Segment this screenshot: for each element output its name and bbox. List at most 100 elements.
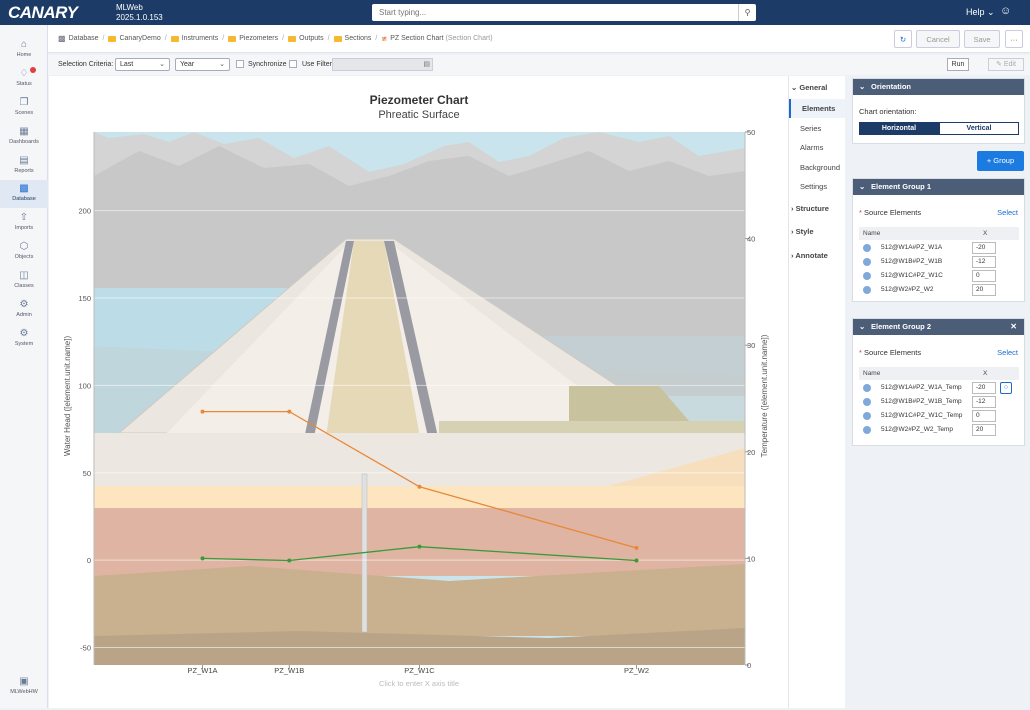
table-row[interactable]: 512@W1C#PZ_W1C 0 bbox=[859, 269, 1019, 283]
search-input[interactable] bbox=[372, 5, 738, 20]
table-row[interactable]: 512@W1B#PZ_W1B -12 bbox=[859, 255, 1019, 269]
x-input[interactable]: -12 bbox=[972, 256, 996, 268]
x-input[interactable]: -20 bbox=[972, 382, 996, 394]
chevron-down-icon: ⌄ bbox=[859, 82, 866, 91]
table-header: Name X bbox=[859, 227, 1019, 240]
folder-icon bbox=[170, 35, 179, 42]
select-link[interactable]: Select bbox=[997, 208, 1018, 217]
table-row[interactable]: 512@W2#PZ_W2_Temp 20 bbox=[859, 423, 1019, 437]
tab-elements[interactable]: Elements bbox=[789, 99, 846, 118]
folder-icon bbox=[108, 35, 117, 42]
element-group-1-header[interactable]: ⌄ Element Group 1 bbox=[853, 179, 1024, 195]
tab-general[interactable]: ⌄ General bbox=[789, 78, 846, 97]
sidebar-item-reports[interactable]: ▤ Reports bbox=[0, 152, 48, 180]
add-group-button[interactable]: + Group bbox=[977, 151, 1024, 171]
sidebar-item-objects[interactable]: ⬡ Objects bbox=[0, 238, 48, 266]
row-action-icon[interactable]: ○ bbox=[1000, 382, 1012, 394]
edit-button[interactable]: ✎ Edit bbox=[988, 58, 1024, 71]
sidebar-item-status[interactable]: ♢ Status bbox=[0, 65, 48, 93]
breadcrumb: ▩ Database / CanaryDemo / Instruments / Piez… bbox=[48, 25, 1030, 53]
folder-icon bbox=[228, 35, 237, 42]
sidebar-item-classes[interactable]: ◫ Classes bbox=[0, 267, 48, 295]
breadcrumb-instruments[interactable]: Instruments bbox=[170, 35, 218, 42]
orientation-card: ⌄ Orientation Chart orientation: Horizont… bbox=[852, 78, 1025, 144]
tab-alarms[interactable]: Alarms bbox=[800, 143, 824, 152]
select-link[interactable]: Select bbox=[997, 348, 1018, 357]
x-input[interactable]: -20 bbox=[972, 242, 996, 254]
help-menu[interactable]: Help ⌄ bbox=[966, 7, 995, 18]
sidebar-item-dashboards[interactable]: ▦ Dashboards bbox=[0, 123, 48, 151]
table-row[interactable]: 512@W1A#PZ_W1A_Temp -20 ○ bbox=[859, 381, 1019, 395]
tab-structure[interactable]: › Structure bbox=[789, 199, 846, 218]
tab-label: Style bbox=[795, 227, 814, 236]
sidebar-item-home[interactable]: ⌂ Home bbox=[0, 36, 48, 64]
settings-tabs: ⌄ General Elements Series Alarms Backgro… bbox=[788, 76, 846, 708]
sidebar-item-system[interactable]: ⚙ System bbox=[0, 325, 48, 353]
breadcrumb-piezometers[interactable]: Piezometers bbox=[228, 35, 278, 42]
x-input[interactable]: 0 bbox=[972, 410, 996, 422]
breadcrumb-outputs[interactable]: Outputs bbox=[288, 35, 324, 42]
criteria-period-select[interactable]: Year ⌄ bbox=[175, 58, 230, 71]
user-icon[interactable]: ☺ bbox=[1000, 5, 1012, 17]
card-title: Element Group 1 bbox=[871, 182, 932, 191]
table-row[interactable]: 512@W2#PZ_W2 20 bbox=[859, 283, 1019, 297]
tab-background[interactable]: Background bbox=[800, 163, 841, 172]
x-input[interactable]: 0 bbox=[972, 270, 996, 282]
y-axis-ticks: -50 0 50 100 150 200 bbox=[78, 207, 91, 653]
breadcrumb-label: CanaryDemo bbox=[119, 35, 161, 42]
filter-input[interactable]: ▤ bbox=[332, 58, 433, 71]
chart-icon: ≇ bbox=[381, 35, 388, 43]
y-axis-label[interactable]: Water Head ([element.unit.name]) bbox=[63, 336, 72, 457]
y2-tick-label: 0 bbox=[747, 661, 751, 670]
chevron-down-icon: ⌄ bbox=[859, 322, 866, 331]
element-group-2-header[interactable]: ⌄ Element Group 2 ✕ bbox=[853, 319, 1024, 335]
criteria-mode-select[interactable]: Last ⌄ bbox=[115, 58, 170, 71]
tab-series[interactable]: Series bbox=[800, 124, 822, 133]
chart-series bbox=[200, 409, 639, 563]
tab-settings[interactable]: Settings bbox=[800, 182, 828, 191]
gear-icon: ⚙ bbox=[19, 328, 29, 339]
use-filter-checkbox[interactable] bbox=[289, 60, 297, 68]
sidebar-item-database[interactable]: ▩ Database bbox=[0, 180, 48, 208]
save-button[interactable]: Save bbox=[964, 30, 1000, 48]
refresh-button[interactable]: ↻ bbox=[894, 30, 912, 48]
search-icon[interactable]: ⚲ bbox=[738, 4, 756, 21]
orientation-header[interactable]: ⌄ Orientation bbox=[853, 79, 1024, 95]
synchronize-checkbox[interactable] bbox=[236, 60, 244, 68]
sidebar-item-admin[interactable]: ⚙ Admin bbox=[0, 296, 48, 324]
run-button[interactable]: Run bbox=[947, 58, 969, 71]
tab-style[interactable]: › Style bbox=[789, 222, 846, 241]
table-row[interactable]: 512@W1B#PZ_W1B_Temp -12 bbox=[859, 395, 1019, 409]
sidebar-item-scenes[interactable]: ❐ Scenes bbox=[0, 94, 48, 122]
orientation-vertical-button[interactable]: Vertical bbox=[939, 122, 1019, 135]
x-input[interactable]: 20 bbox=[972, 424, 996, 436]
tab-annotate[interactable]: › Annotate bbox=[789, 246, 846, 265]
sidebar-item-imports[interactable]: ⇧ Imports bbox=[0, 209, 48, 237]
breadcrumb-pz-section-chart[interactable]: ≇ PZ Section Chart (Section Chart) bbox=[381, 35, 492, 43]
sidebar-item-label: Status bbox=[16, 81, 32, 87]
help-label: Help bbox=[966, 7, 985, 17]
table-row[interactable]: 512@W1A#PZ_W1A -20 bbox=[859, 241, 1019, 255]
orientation-horizontal-button[interactable]: Horizontal bbox=[859, 122, 939, 135]
breadcrumb-canarydemo[interactable]: CanaryDemo bbox=[108, 35, 161, 42]
app-logo[interactable]: CANARY bbox=[8, 3, 78, 22]
more-button[interactable]: ··· bbox=[1005, 30, 1023, 48]
series-2-point bbox=[287, 558, 292, 563]
upload-icon: ⇧ bbox=[19, 212, 29, 223]
x-input[interactable]: -12 bbox=[972, 396, 996, 408]
sidebar-footer-node[interactable]: ▣ MLWebHW bbox=[0, 673, 48, 701]
table-row[interactable]: 512@W1C#PZ_W1C_Temp 0 bbox=[859, 409, 1019, 423]
breadcrumb-sections[interactable]: Sections bbox=[333, 35, 371, 42]
y2-tick-label: 10 bbox=[747, 554, 755, 563]
element-icon bbox=[863, 272, 871, 280]
close-icon[interactable]: ✕ bbox=[1010, 322, 1017, 331]
cancel-button[interactable]: Cancel bbox=[916, 30, 960, 48]
app-name: MLWeb bbox=[116, 3, 143, 12]
chevron-down-icon: ⌄ bbox=[987, 7, 995, 17]
cube-icon: ⬡ bbox=[19, 241, 29, 252]
y2-axis-label[interactable]: Temperature ([element.unit.name]) bbox=[760, 334, 769, 457]
breadcrumb-database[interactable]: ▩ Database bbox=[58, 34, 99, 43]
sidebar-item-label: Scenes bbox=[14, 110, 34, 116]
x-input[interactable]: 20 bbox=[972, 284, 996, 296]
x-axis-title-placeholder[interactable]: Click to enter X axis title bbox=[379, 679, 459, 688]
